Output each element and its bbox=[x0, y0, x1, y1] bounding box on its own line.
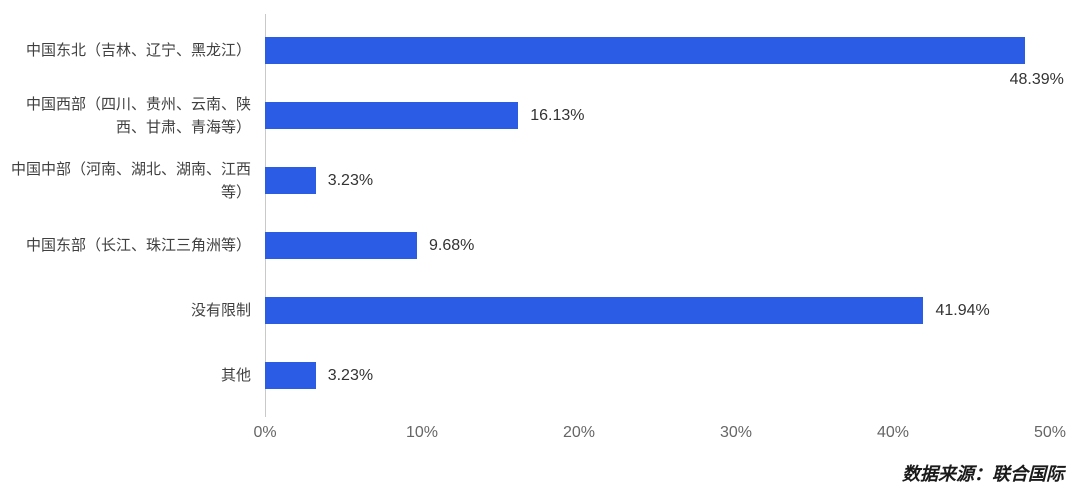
value-label: 3.23% bbox=[327, 367, 374, 384]
bar-track: 16.13% bbox=[265, 83, 1050, 148]
value-label: 48.39% bbox=[1009, 71, 1064, 88]
source-note: 数据来源：联合国际 bbox=[902, 464, 1064, 484]
chart-rows: 中国东北（吉林、辽宁、黑龙江） 48.39% 中国西部（四川、贵州、云南、陕西、甘肃… bbox=[0, 18, 1080, 408]
chart-row: 中国西部（四川、贵州、云南、陕西、甘肃、青海等） 16.13% bbox=[0, 83, 1080, 148]
bar-track: 41.94% bbox=[265, 278, 1050, 343]
x-tick-label: 10% bbox=[405, 424, 439, 441]
bar-track: 48.39% bbox=[265, 18, 1064, 88]
category-label: 中国东北（吉林、辽宁、黑龙江） bbox=[25, 42, 251, 59]
bar bbox=[265, 167, 316, 194]
value-label: 16.13% bbox=[530, 107, 585, 124]
bar-track: 3.23% bbox=[265, 343, 1050, 408]
bar-track: 3.23% bbox=[265, 148, 1050, 213]
value-label: 41.94% bbox=[935, 302, 990, 319]
category-label: 没有限制 bbox=[190, 302, 251, 319]
chart-row: 中国中部（河南、湖北、湖南、江西等） 3.23% bbox=[0, 148, 1080, 213]
chart-row: 其他 3.23% bbox=[0, 343, 1080, 408]
bar-track: 9.68% bbox=[265, 213, 1050, 278]
x-tick-label: 30% bbox=[719, 424, 753, 441]
bar bbox=[265, 362, 316, 389]
category-label: 中国东部（长江、珠江三角洲等） bbox=[25, 237, 251, 254]
chart-row: 中国东北（吉林、辽宁、黑龙江） 48.39% bbox=[0, 18, 1080, 88]
category-label: 中国西部（四川、贵州、云南、陕西、甘肃、青海等） bbox=[25, 95, 251, 136]
y-axis-line bbox=[265, 14, 266, 417]
bar bbox=[265, 297, 924, 324]
chart-row: 中国东部（长江、珠江三角洲等） 9.68% bbox=[0, 213, 1080, 278]
value-label: 3.23% bbox=[327, 172, 374, 189]
x-tick-label: 20% bbox=[562, 424, 596, 441]
x-tick-label: 50% bbox=[1033, 424, 1067, 441]
value-label: 9.68% bbox=[428, 237, 475, 254]
x-axis: 0% 10% 20% 30% 40% 50% bbox=[253, 424, 1066, 446]
bar bbox=[265, 102, 519, 129]
category-label: 中国中部（河南、湖北、湖南、江西等） bbox=[10, 160, 251, 201]
category-label: 其他 bbox=[220, 367, 251, 384]
x-tick-label: 40% bbox=[876, 424, 910, 441]
chart-row: 没有限制 41.94% bbox=[0, 278, 1080, 343]
x-tick-label: 0% bbox=[253, 424, 277, 441]
bar bbox=[265, 37, 1025, 64]
bar bbox=[265, 232, 417, 259]
